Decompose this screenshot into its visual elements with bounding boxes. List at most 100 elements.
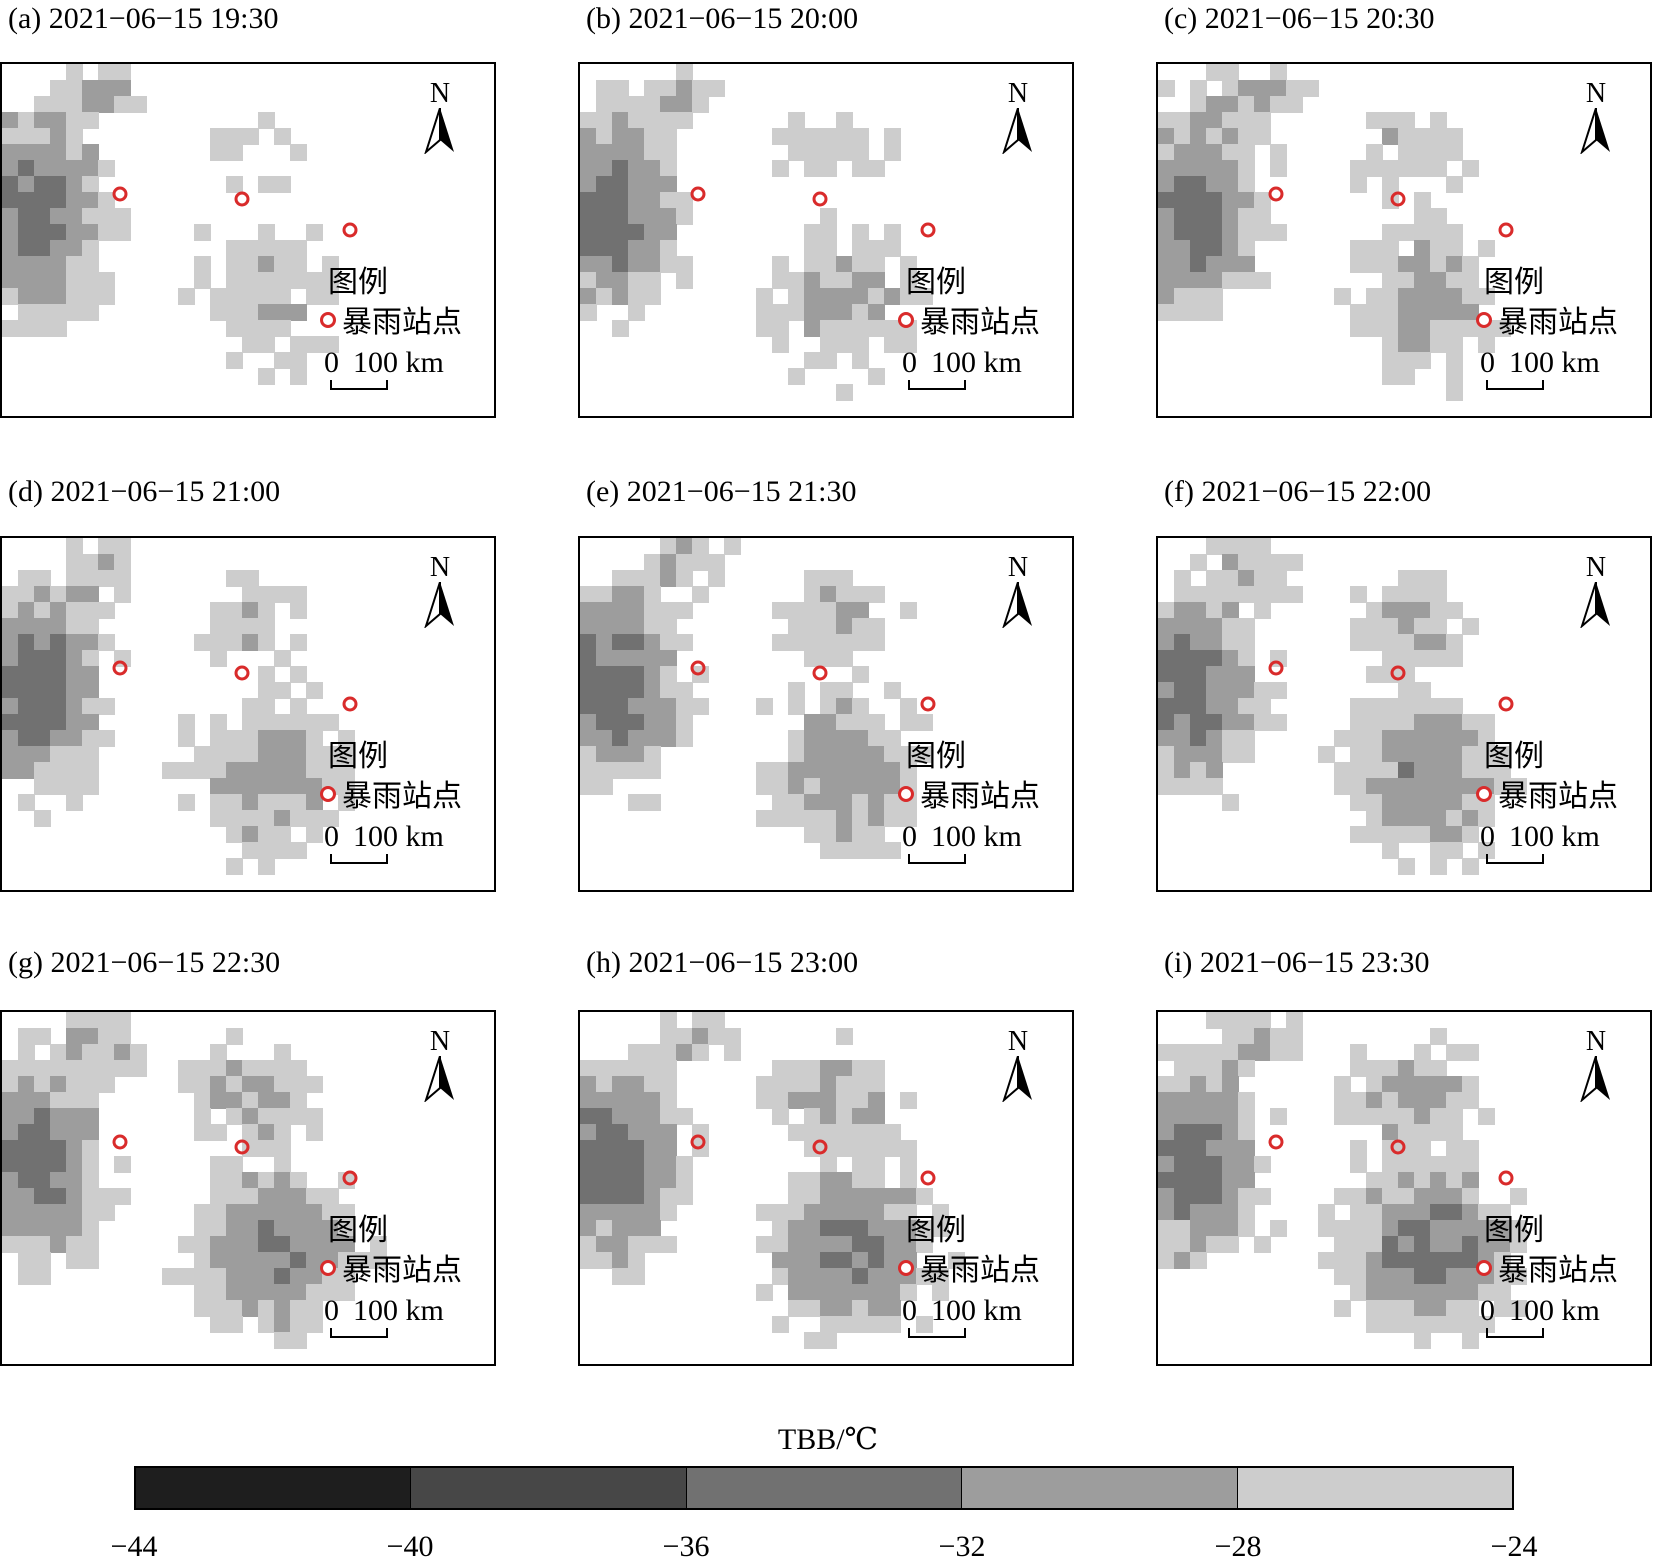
scale-bar: 0 100 km — [902, 346, 1022, 390]
tbb-field — [580, 64, 936, 401]
north-arrow-shape — [1002, 582, 1032, 628]
scale-value: 100 km — [353, 820, 444, 853]
tbb-map: N 图例 暴雨站点 0 100 km — [578, 1010, 1074, 1366]
scale-bar: 0 100 km — [1480, 1294, 1600, 1338]
colorbar-segment — [1237, 1468, 1513, 1508]
scale-zero: 0 — [324, 346, 339, 379]
scale-bar: 0 100 km — [1480, 346, 1600, 390]
scale-line — [908, 1328, 966, 1338]
panel-title: (b) 2021−06−15 20:00 — [586, 2, 859, 35]
station-marker — [1498, 1170, 1514, 1186]
tbb-map: N 图例暴雨站点 0 100 km — [0, 1010, 496, 1366]
panel-title: (c) 2021−06−15 20:30 — [1164, 2, 1435, 35]
tbb-map: N 图例 暴雨站点 0 100 km — [578, 62, 1074, 418]
north-arrow-shape — [1580, 1056, 1610, 1102]
tbb-map: N 图例暴雨站点 0 100 km — [0, 62, 496, 418]
legend-station-label: 暴雨站点 — [920, 306, 1040, 339]
scale-value: 100 km — [931, 1294, 1022, 1327]
tbb-field — [1158, 1012, 1527, 1349]
scale-line — [1486, 854, 1544, 864]
north-label: N — [1007, 78, 1029, 109]
north-arrow-icon: N — [1576, 80, 1616, 154]
station-marker — [342, 222, 358, 238]
station-marker — [1268, 1134, 1284, 1150]
panel-title: (g) 2021−06−15 22:30 — [8, 946, 281, 979]
scale-line — [1486, 1328, 1544, 1338]
tbb-map: N 图例 暴雨站点 0 100 km — [578, 536, 1074, 892]
station-icon — [320, 786, 336, 802]
station-icon — [898, 312, 914, 328]
scale-line — [330, 854, 388, 864]
legend-station-label: 暴雨站点 — [1498, 780, 1618, 813]
north-label: N — [429, 1026, 451, 1057]
north-arrow-icon: N — [998, 1028, 1038, 1102]
north-arrow-shape — [424, 108, 454, 154]
scale-bar: 0 100 km — [324, 1294, 444, 1338]
legend-station-item: 暴雨站点 — [1476, 1256, 1618, 1286]
panel-title: (h) 2021−06−15 23:00 — [586, 946, 859, 979]
station-icon — [1476, 312, 1492, 328]
legend-station-item: 暴雨站点 — [320, 308, 462, 338]
north-arrow-shape — [1002, 108, 1032, 154]
scale-bar: 0 100 km — [902, 1294, 1022, 1338]
tbb-field — [580, 1012, 965, 1349]
panel-title: (e) 2021−06−15 21:30 — [586, 475, 857, 508]
legend-title: 图例 — [328, 266, 388, 299]
scale-zero: 0 — [902, 820, 917, 853]
scale-value: 100 km — [1509, 820, 1600, 853]
legend-station-item: 暴雨站点 — [898, 308, 1040, 338]
station-marker — [234, 191, 250, 207]
legend-station-item: 暴雨站点 — [898, 1256, 1040, 1286]
scale-zero: 0 — [902, 346, 917, 379]
colorbar-tick-label: −24 — [1490, 1530, 1538, 1563]
scale-zero: 0 — [1480, 1294, 1495, 1327]
north-arrow-icon: N — [420, 554, 460, 628]
scale-bar: 0 100 km — [324, 346, 444, 390]
station-marker — [812, 191, 828, 207]
north-label: N — [1007, 552, 1029, 583]
station-marker — [112, 1134, 128, 1150]
legend-station-item: 暴雨站点 — [320, 1256, 462, 1286]
tbb-field — [1158, 64, 1514, 401]
north-arrow-shape — [424, 1056, 454, 1102]
north-label: N — [1585, 1026, 1607, 1057]
station-marker — [1268, 660, 1284, 676]
station-marker — [1390, 191, 1406, 207]
north-arrow-shape — [1580, 108, 1610, 154]
colorbar-segment — [136, 1468, 412, 1508]
station-marker — [920, 222, 936, 238]
north-arrow-shape — [1002, 1056, 1032, 1102]
north-arrow-icon: N — [420, 80, 460, 154]
station-icon — [898, 786, 914, 802]
colorbar-segment — [686, 1468, 963, 1508]
station-icon — [1476, 1260, 1492, 1276]
scale-line — [1486, 380, 1544, 390]
north-label: N — [1007, 1026, 1029, 1057]
colorbar-segment — [411, 1468, 687, 1508]
tbb-map: N 图例 暴雨站点 0 100 km — [1156, 536, 1652, 892]
north-arrow-icon: N — [998, 80, 1038, 154]
colorbar-tick-label: −32 — [938, 1530, 986, 1563]
north-arrow-shape — [424, 582, 454, 628]
legend-station-label: 暴雨站点 — [920, 1254, 1040, 1287]
legend-station-label: 暴雨站点 — [1498, 1254, 1618, 1287]
scale-zero: 0 — [324, 820, 339, 853]
north-arrow-icon: N — [998, 554, 1038, 628]
station-marker — [342, 696, 358, 712]
colorbar-tick-label: −36 — [662, 1530, 710, 1563]
north-label: N — [1585, 78, 1607, 109]
legend-station-label: 暴雨站点 — [342, 1254, 462, 1287]
north-label: N — [429, 78, 451, 109]
north-label: N — [429, 552, 451, 583]
station-marker — [112, 660, 128, 676]
scale-bar: 0 100 km — [902, 820, 1022, 864]
scale-value: 100 km — [931, 346, 1022, 379]
station-marker — [342, 1170, 358, 1186]
legend-title: 图例 — [906, 740, 966, 773]
scale-value: 100 km — [353, 1294, 444, 1327]
station-marker — [690, 186, 706, 202]
legend-title: 图例 — [1484, 1214, 1544, 1247]
scale-zero: 0 — [1480, 346, 1495, 379]
legend-title: 图例 — [328, 1214, 388, 1247]
legend-title: 图例 — [1484, 266, 1544, 299]
